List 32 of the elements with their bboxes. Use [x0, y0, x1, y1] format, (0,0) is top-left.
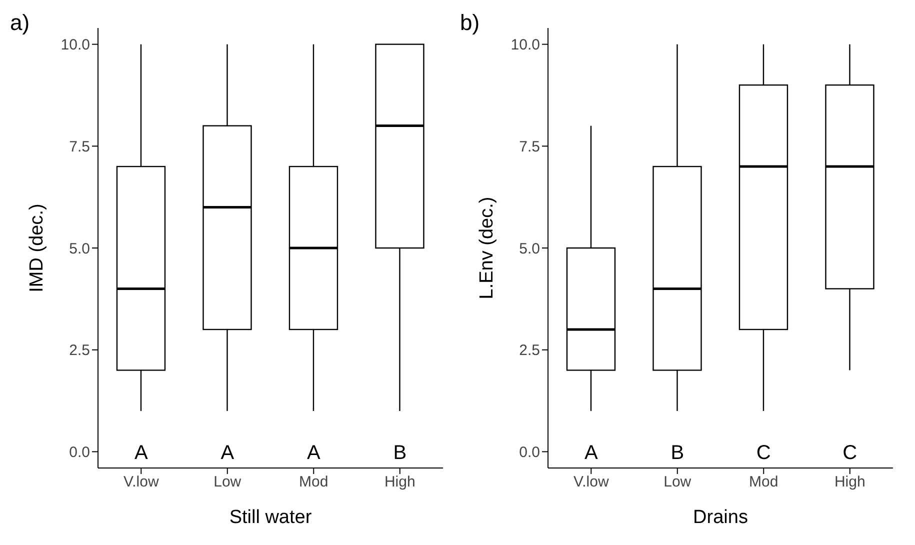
x-tick-label: High — [834, 474, 866, 491]
chart-title: b) — [460, 10, 480, 36]
x-tick-label: High — [384, 474, 416, 491]
y-tick-label: 5.0 — [519, 240, 540, 258]
x-axis-title: Drains — [693, 507, 748, 528]
y-tick-label: 7.5 — [519, 138, 540, 156]
y-tick-label: 0.0 — [69, 444, 90, 462]
annotation: C — [756, 442, 771, 464]
annotation: A — [584, 442, 598, 464]
y-tick-label: 0.0 — [519, 444, 540, 462]
x-tick-label: Mod — [299, 474, 328, 491]
x-tick-label: V.low — [573, 474, 609, 491]
annotation: A — [220, 442, 235, 464]
y-axis-title: IMD (dec.) — [26, 204, 48, 292]
x-tick-label: Mod — [749, 474, 778, 491]
y-tick-label: 7.5 — [69, 138, 90, 156]
annotation: B — [670, 442, 684, 464]
x-tick-label: V.low — [123, 474, 159, 491]
chart-title: a) — [10, 10, 30, 36]
annotation: B — [393, 442, 407, 464]
y-tick-label: 2.5 — [69, 342, 90, 360]
annotation: A — [306, 442, 321, 464]
y-tick-label: 2.5 — [519, 342, 540, 360]
y-tick-label: 5.0 — [69, 240, 90, 258]
y-axis-title: L.Env (dec.) — [476, 196, 498, 300]
y-tick-label: 10.0 — [60, 36, 90, 54]
annotation: A — [134, 442, 148, 464]
y-tick-label: 10.0 — [510, 36, 540, 54]
x-tick-label: Low — [214, 474, 242, 491]
x-axis-title: Still water — [229, 507, 312, 528]
annotation: C — [842, 442, 858, 464]
x-tick-label: Low — [664, 474, 692, 491]
